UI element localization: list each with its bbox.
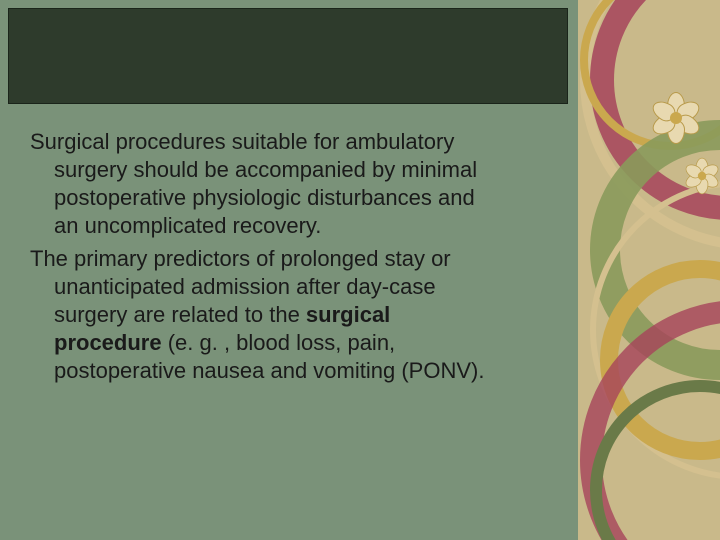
flower-icon xyxy=(650,92,702,144)
p1-line1: Surgical procedures suitable for ambulat… xyxy=(30,128,570,156)
paragraph-1: Surgical procedures suitable for ambulat… xyxy=(30,128,570,241)
p2-line3b-bold: surgical xyxy=(306,302,390,327)
p2-line3a: surgery are related to the xyxy=(54,302,306,327)
p2-line3: surgery are related to the surgical xyxy=(30,301,570,329)
paragraph-2: The primary predictors of prolonged stay… xyxy=(30,245,570,386)
p2-line1: The primary predictors of prolonged stay… xyxy=(30,245,570,273)
slide-body: Surgical procedures suitable for ambulat… xyxy=(30,128,570,389)
p2-line4: procedure (e. g. , blood loss, pain, xyxy=(30,329,570,357)
decorative-side-strip xyxy=(578,0,720,540)
flower-icon xyxy=(684,158,720,194)
p1-line3: postoperative physiologic disturbances a… xyxy=(30,184,570,212)
p2-line4b: (e. g. , blood loss, pain, xyxy=(162,330,396,355)
p1-line4: an uncomplicated recovery. xyxy=(30,212,570,240)
p2-line4a-bold: procedure xyxy=(54,330,162,355)
p1-line2: surgery should be accompanied by minimal xyxy=(30,156,570,184)
p2-line2: unanticipated admission after day-case xyxy=(30,273,570,301)
title-band xyxy=(8,8,568,104)
p2-line5: postoperative nausea and vomiting (PONV)… xyxy=(30,357,570,385)
